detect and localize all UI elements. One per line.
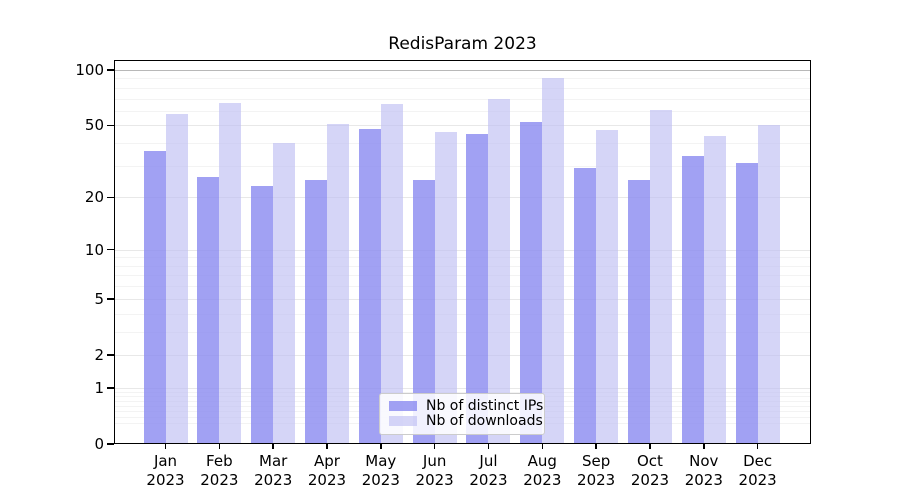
x-tick-mark — [433, 444, 436, 449]
bar-distinct-ips-may — [358, 128, 381, 444]
y-tick-label: 5 — [94, 289, 104, 308]
x-tick-mark — [164, 444, 167, 449]
bar-downloads-mar — [273, 143, 296, 444]
bar-downloads-jun — [434, 132, 457, 444]
bar-distinct-ips-aug — [520, 122, 543, 444]
gridline-major — [114, 387, 811, 389]
gridline-major — [114, 354, 811, 356]
gridline-major — [114, 298, 811, 300]
x-tick-mark — [272, 444, 274, 449]
gridline-minor — [114, 275, 811, 277]
bar-distinct-ips-feb — [197, 176, 220, 444]
y-tick-label: 0 — [94, 435, 104, 453]
bar-distinct-ips-dec — [735, 163, 758, 444]
bar-downloads-nov — [703, 135, 726, 444]
legend-item-downloads: Nb of downloads — [389, 413, 543, 429]
y-tick-mark — [106, 248, 114, 251]
bar-downloads-oct — [649, 109, 672, 444]
bar-downloads-jul — [488, 98, 511, 444]
gridline-minor — [114, 110, 811, 112]
x-tick-mark — [703, 444, 705, 449]
y-tick-label: 1 — [94, 378, 104, 397]
y-tick-mark — [106, 354, 114, 356]
y-tick-mark — [106, 443, 114, 445]
bar-distinct-ips-oct — [627, 179, 650, 444]
gridline-minor — [114, 257, 811, 259]
gridline-minor — [114, 78, 811, 80]
x-tick-mark — [649, 444, 651, 449]
x-tick-mark — [487, 444, 490, 449]
y-tick-mark — [106, 124, 114, 127]
y-tick-label: 50 — [84, 116, 104, 135]
bar-distinct-ips-jun — [412, 179, 435, 444]
gridline-100 — [114, 69, 811, 71]
x-tick-label-dec: Dec 2023 — [738, 452, 777, 489]
bar-downloads-dec — [757, 125, 780, 444]
legend-swatch-distinct-ips — [389, 401, 417, 411]
y-tick-label: 20 — [84, 188, 104, 207]
bar-distinct-ips-jan — [143, 151, 166, 444]
x-tick-label-may: May 2023 — [361, 452, 400, 489]
gridline-minor — [114, 313, 811, 315]
gridline-major — [114, 249, 811, 251]
y-tick-mark — [106, 69, 114, 71]
bar-distinct-ips-sep — [574, 168, 597, 444]
x-tick-label-feb: Feb 2023 — [200, 452, 239, 489]
gridline-minor — [114, 286, 811, 288]
y-tick-mark — [106, 196, 114, 199]
gridline-minor — [114, 165, 811, 167]
x-tick-label-jun: Jun 2023 — [415, 452, 454, 489]
gridline-major — [114, 125, 811, 127]
bar-downloads-aug — [542, 77, 565, 444]
bar-downloads-feb — [219, 103, 242, 444]
x-tick-label-nov: Nov 2023 — [684, 452, 723, 489]
bar-downloads-may — [380, 104, 403, 444]
gridline-minor — [114, 87, 811, 89]
gridline-minor — [114, 391, 811, 393]
x-tick-label-aug: Aug 2023 — [523, 452, 562, 489]
bar-distinct-ips-mar — [251, 186, 274, 444]
bar-distinct-ips-nov — [681, 155, 704, 444]
bar-distinct-ips-jul — [466, 133, 489, 444]
x-tick-mark — [326, 444, 328, 449]
x-tick-mark — [756, 444, 759, 449]
x-tick-label-apr: Apr 2023 — [307, 452, 347, 489]
gridline-minor — [114, 143, 811, 145]
chart-title: RedisParam 2023 — [388, 34, 537, 54]
gridline-minor — [114, 331, 811, 333]
legend-item-distinct-ips: Nb of distinct IPs — [389, 398, 543, 414]
x-tick-label-sep: Sep 2023 — [577, 452, 616, 489]
legend-label-downloads: Nb of downloads — [426, 412, 543, 429]
bar-downloads-sep — [596, 130, 619, 444]
x-tick-mark — [380, 444, 382, 449]
plot-area — [114, 59, 811, 444]
y-tick-label: 2 — [94, 345, 104, 364]
gridline-minor — [114, 265, 811, 267]
legend-swatch-downloads — [389, 416, 417, 426]
bar-distinct-ips-apr — [304, 179, 327, 444]
bar-downloads-jan — [165, 113, 188, 444]
legend: Nb of distinct IPs Nb of downloads — [379, 392, 545, 435]
x-tick-mark — [218, 444, 221, 449]
y-tick-label: 100 — [75, 60, 104, 79]
bar-downloads-apr — [326, 123, 349, 444]
y-tick-mark — [106, 298, 114, 300]
x-tick-label-mar: Mar 2023 — [254, 452, 293, 489]
gridline-minor — [114, 98, 811, 100]
legend-label-distinct-ips: Nb of distinct IPs — [426, 397, 544, 414]
x-tick-mark — [595, 444, 597, 449]
gridline-major — [114, 197, 811, 199]
x-tick-label-jan: Jan 2023 — [146, 452, 185, 489]
x-tick-label-jul: Jul 2023 — [469, 452, 508, 489]
y-tick-mark — [106, 387, 114, 389]
y-tick-label: 10 — [84, 240, 104, 259]
x-tick-label-oct: Oct 2023 — [630, 452, 670, 489]
x-tick-mark — [541, 444, 544, 449]
